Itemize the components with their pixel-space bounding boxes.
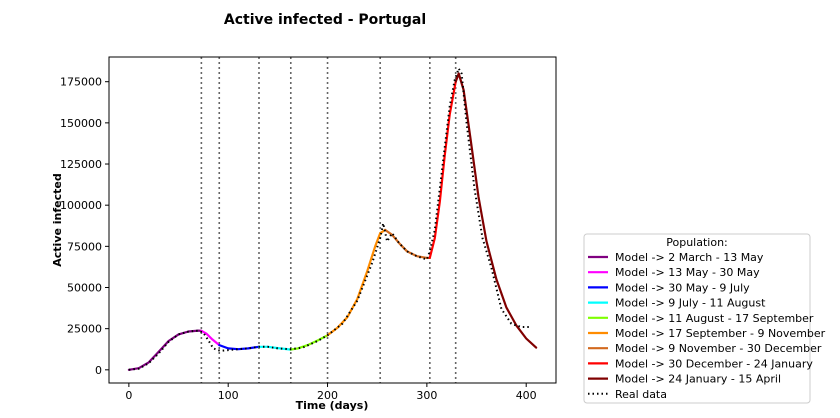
y-tick-label-0: 0 xyxy=(95,364,102,377)
series-layer xyxy=(127,67,538,371)
series-line-5 xyxy=(326,228,387,337)
legend-items: Model -> 2 March - 13 May Model -> 13 May… xyxy=(588,251,826,401)
x-ticks: 0 100 200 300 400 xyxy=(125,383,537,402)
y-tick-label-5: 125000 xyxy=(60,158,102,171)
plot-frame xyxy=(108,56,557,384)
series-line-7 xyxy=(428,80,457,259)
series-line-9 xyxy=(128,67,530,371)
y-ticks: 0 25000 50000 75000 100000 125000 150000 175000 xyxy=(60,76,109,377)
x-tick-label-1: 100 xyxy=(218,389,239,402)
y-tick-label-4: 100000 xyxy=(60,199,102,212)
series-line-1 xyxy=(200,329,221,347)
vline-layer xyxy=(200,57,457,383)
x-tick-label-3: 300 xyxy=(416,389,437,402)
legend-box xyxy=(583,233,811,404)
y-axis-label: Active infected xyxy=(51,173,64,266)
series-line-6 xyxy=(384,228,431,259)
y-tick-label-3: 75000 xyxy=(67,240,102,253)
x-tick-label-2: 200 xyxy=(317,389,338,402)
y-tick-label-2: 50000 xyxy=(67,282,102,295)
legend-title: Population: xyxy=(666,236,728,249)
series-line-2 xyxy=(218,344,261,351)
legend-label-5: Model -> 17 September - 9 November xyxy=(615,327,826,340)
legend: Population: Model -> 2 March - 13 MayMod… xyxy=(583,233,826,404)
series-line-4 xyxy=(289,334,329,351)
series-line-8 xyxy=(454,72,538,349)
series-line-0 xyxy=(127,329,203,371)
legend-label-4: Model -> 11 August - 17 September xyxy=(615,312,814,325)
x-tick-label-0: 0 xyxy=(125,389,132,402)
legend-label-1: Model -> 13 May - 30 May xyxy=(615,266,760,279)
y-tick-label-1: 25000 xyxy=(67,323,102,336)
legend-label-3: Model -> 9 July - 11 August xyxy=(615,297,766,310)
legend-label-0: Model -> 2 March - 13 May xyxy=(615,251,764,264)
legend-label-6: Model -> 9 November - 30 December xyxy=(615,342,822,355)
chart-title: Active infected - Portugal xyxy=(224,12,426,28)
legend-label-2: Model -> 30 May - 9 July xyxy=(615,281,750,294)
legend-label-8: Model -> 24 January - 15 April xyxy=(615,373,781,386)
y-tick-label-6: 150000 xyxy=(60,117,102,130)
x-axis-label: Time (days) xyxy=(296,399,369,412)
legend-label-7: Model -> 30 December - 24 January xyxy=(615,357,813,370)
y-tick-label-7: 175000 xyxy=(60,76,102,89)
x-tick-label-4: 400 xyxy=(516,389,537,402)
legend-label-9: Real data xyxy=(615,388,667,401)
